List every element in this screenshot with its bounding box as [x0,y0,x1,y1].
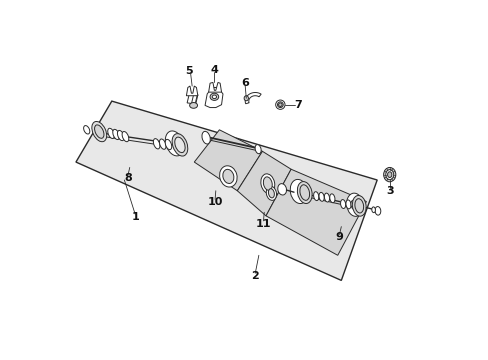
Ellipse shape [223,169,233,184]
Ellipse shape [174,137,185,153]
Polygon shape [187,94,198,104]
Ellipse shape [371,207,375,213]
Ellipse shape [350,200,355,209]
Ellipse shape [297,181,311,203]
Ellipse shape [385,170,393,180]
Ellipse shape [83,126,90,134]
Ellipse shape [263,177,272,190]
Ellipse shape [354,199,363,213]
Ellipse shape [345,200,350,209]
Ellipse shape [266,186,276,201]
Ellipse shape [255,145,261,154]
Text: 3: 3 [385,186,393,196]
Ellipse shape [275,100,285,109]
Ellipse shape [313,192,318,201]
Polygon shape [186,86,198,96]
Ellipse shape [387,172,391,177]
Polygon shape [204,87,223,108]
Polygon shape [244,93,261,104]
Text: 2: 2 [251,271,259,281]
Text: 8: 8 [124,173,132,183]
Ellipse shape [340,199,345,208]
Ellipse shape [268,189,274,198]
Polygon shape [208,82,221,92]
Ellipse shape [107,128,114,139]
Ellipse shape [318,192,324,201]
Ellipse shape [244,96,248,101]
Polygon shape [76,101,376,280]
Ellipse shape [189,103,197,108]
Ellipse shape [153,139,160,149]
Ellipse shape [374,207,380,215]
Text: 10: 10 [207,197,223,207]
Ellipse shape [260,174,274,193]
Ellipse shape [165,139,171,150]
Ellipse shape [277,102,283,108]
Text: 11: 11 [255,219,271,229]
Ellipse shape [159,139,165,149]
Ellipse shape [92,121,106,142]
Ellipse shape [165,131,183,156]
Ellipse shape [346,193,363,216]
Ellipse shape [278,103,282,107]
Text: 7: 7 [294,100,302,110]
Ellipse shape [94,125,104,138]
Text: 1: 1 [131,212,139,222]
Ellipse shape [122,131,128,142]
Ellipse shape [289,179,307,203]
Ellipse shape [324,193,329,202]
Text: 5: 5 [185,66,193,76]
Ellipse shape [299,185,309,200]
Ellipse shape [202,131,210,144]
Text: 6: 6 [241,78,249,88]
Ellipse shape [212,95,216,99]
Ellipse shape [219,166,237,187]
Ellipse shape [113,129,119,140]
Ellipse shape [329,194,334,203]
Ellipse shape [352,195,366,216]
Ellipse shape [383,167,395,182]
Polygon shape [237,151,290,216]
Ellipse shape [172,134,187,156]
Text: 4: 4 [210,64,218,75]
Ellipse shape [277,184,286,195]
Ellipse shape [117,130,124,141]
Polygon shape [191,95,197,105]
Text: 9: 9 [335,232,343,242]
Ellipse shape [210,93,218,100]
Polygon shape [265,169,366,255]
Polygon shape [194,130,262,191]
